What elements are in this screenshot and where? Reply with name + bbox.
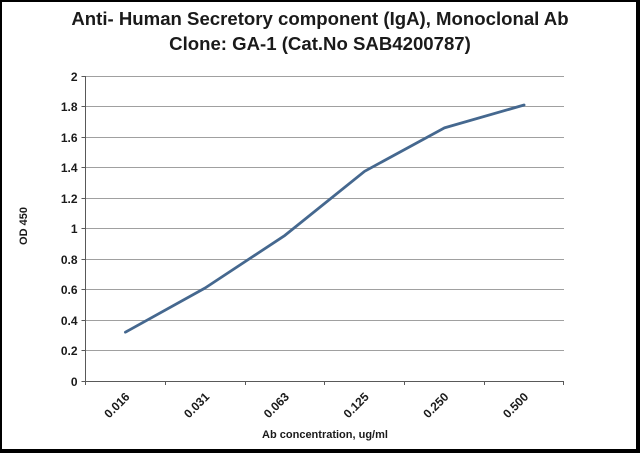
- svg-text:OD 450: OD 450: [18, 207, 30, 245]
- svg-text:0.8: 0.8: [61, 253, 78, 267]
- svg-text:0: 0: [71, 375, 78, 389]
- svg-text:1.6: 1.6: [61, 131, 78, 145]
- svg-text:1.2: 1.2: [61, 192, 78, 206]
- svg-text:2: 2: [71, 70, 78, 84]
- svg-text:0.4: 0.4: [61, 314, 78, 328]
- svg-text:Ab concentration, ug/ml: Ab concentration, ug/ml: [262, 429, 388, 441]
- svg-text:1.8: 1.8: [61, 100, 78, 114]
- svg-text:Clone: GA-1 (Cat.No SAB4200787: Clone: GA-1 (Cat.No SAB4200787): [169, 33, 471, 54]
- svg-text:1: 1: [71, 222, 78, 236]
- svg-text:1.4: 1.4: [61, 161, 78, 175]
- svg-text:0.6: 0.6: [61, 283, 78, 297]
- svg-text:Anti- Human Secretory componen: Anti- Human Secretory component (IgA), M…: [71, 8, 568, 29]
- svg-text:0.2: 0.2: [61, 344, 78, 358]
